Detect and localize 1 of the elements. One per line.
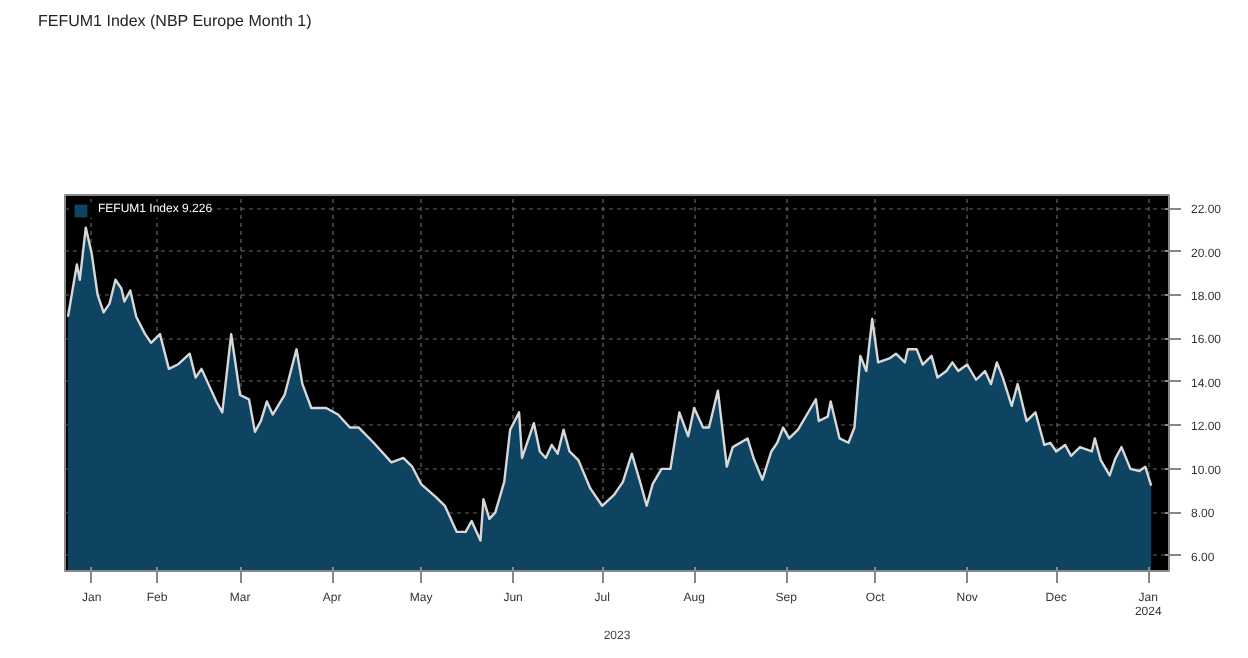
chart-title: FEFUM1 Index (NBP Europe Month 1) [38, 10, 312, 33]
